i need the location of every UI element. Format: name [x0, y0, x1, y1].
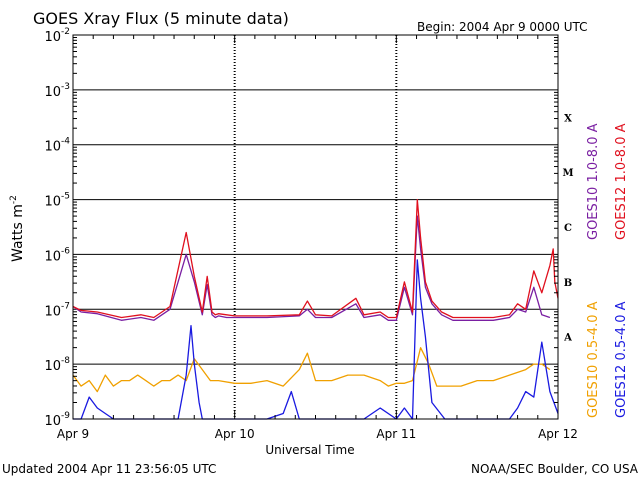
y-tick-exp: -9: [61, 411, 70, 421]
y-tick-base: 10: [44, 414, 61, 429]
y-axis-label-exp: -2: [9, 195, 19, 204]
y-tick-exp: -7: [61, 301, 70, 311]
y-tick-exp: -6: [61, 246, 70, 256]
credit-text: NOAA/SEC Boulder, CO USA: [471, 462, 639, 476]
y-axis-label-text: Watts m: [10, 204, 26, 262]
legend-entry: GOES10 0.5-4.0 A: [586, 301, 601, 418]
y-tick-exp: -8: [61, 356, 70, 366]
legend: GOES10 1.0-8.0 A GOES12 1.0-8.0 A GOES10 0…: [586, 123, 629, 418]
y-tick-label: 10-8: [44, 356, 70, 374]
updated-text: Updated 2004 Apr 11 23:56:05 UTC: [2, 462, 216, 476]
y-tick-label: 10-4: [44, 137, 70, 155]
flare-class-label: A: [563, 333, 572, 344]
series-line: [72, 215, 551, 321]
y-tick-base: 10: [44, 195, 61, 210]
y-tick-base: 10: [44, 359, 61, 374]
y-tick-exp: -2: [61, 27, 70, 37]
x-tick-label: Apr 9: [57, 427, 89, 441]
chart-title: GOES Xray Flux (5 minute data): [33, 9, 289, 28]
x-tick-label: Apr 12: [538, 427, 578, 441]
y-axis-label: Watts m-2: [9, 195, 26, 262]
legend-entry: GOES12 1.0-8.0 A: [614, 123, 629, 240]
y-tick-label: 10-3: [44, 82, 70, 100]
legend-entry: GOES10 1.0-8.0 A: [586, 123, 601, 240]
y-tick-exp: -5: [61, 192, 70, 202]
grid-lines: [73, 35, 558, 419]
x-tick-label: Apr 10: [215, 427, 255, 441]
y-tick-base: 10: [44, 85, 61, 100]
y-tick-label: 10-2: [44, 27, 70, 45]
y-tick-label: 10-9: [44, 411, 70, 429]
y-tick-base: 10: [44, 30, 61, 45]
begin-label: Begin: 2004 Apr 9 0000 UTC: [417, 20, 588, 34]
y-tick-label: 10-5: [44, 192, 70, 210]
y-tick-base: 10: [44, 140, 61, 155]
legend-entry: GOES12 0.5-4.0 A: [614, 301, 629, 418]
flare-class-label: B: [564, 278, 572, 289]
flare-class-label: X: [564, 113, 572, 124]
y-tick-label: 10-6: [44, 246, 70, 264]
y-tick-base: 10: [44, 304, 61, 319]
y-tick-exp: -4: [61, 137, 70, 147]
flare-class-label: C: [564, 223, 572, 234]
series-line: [72, 347, 551, 393]
flare-class-label: M: [562, 168, 573, 179]
plot-frame: [72, 34, 559, 420]
series-line: [72, 198, 559, 319]
y-tick-label: 10-7: [44, 301, 70, 319]
y-tick-base: 10: [44, 249, 61, 264]
y-tick-exp: -3: [61, 82, 70, 92]
x-tick-label: Apr 11: [376, 427, 416, 441]
series-line: [73, 259, 559, 420]
x-axis-label: Universal Time: [265, 443, 354, 457]
